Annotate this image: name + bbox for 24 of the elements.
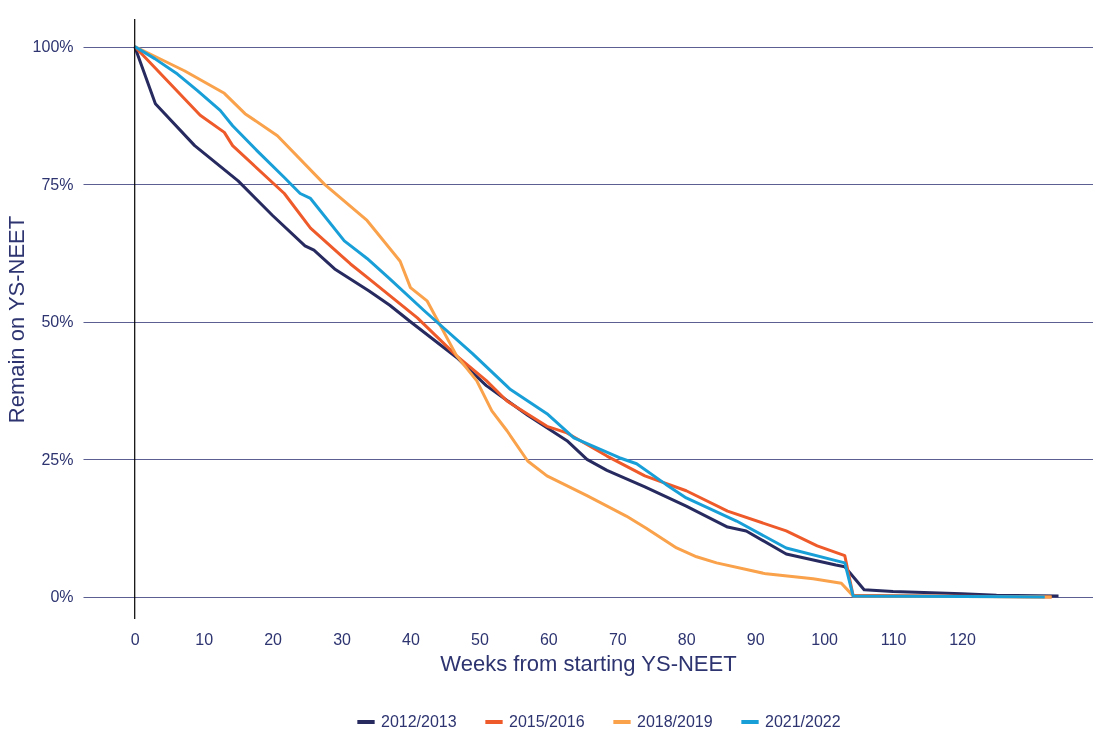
y-tick-label: 75% [41, 175, 74, 193]
x-tick-label: 120 [949, 630, 976, 648]
x-axis-title: Weeks from starting YS-NEET [440, 650, 737, 676]
x-tick-label: 50 [471, 630, 489, 648]
legend-label: 2012/2013 [381, 713, 457, 730]
y-tick-label: 100% [32, 38, 74, 56]
x-tick-label: 110 [880, 630, 907, 648]
y-axis-title: Remain on YS-NEET [3, 215, 29, 424]
y-tick-label: 50% [41, 313, 74, 331]
legend-label: 2018/2019 [637, 713, 713, 730]
y-tick-label: 25% [41, 450, 74, 468]
x-tick-label: 40 [402, 630, 420, 648]
legend-label: 2015/2016 [509, 713, 585, 730]
x-tick-label: 10 [195, 630, 214, 648]
y-tick-label: 0% [50, 588, 74, 606]
x-tick-label: 60 [539, 630, 558, 648]
x-tick-label: 80 [677, 630, 696, 648]
x-tick-label: 90 [746, 630, 765, 648]
x-tick-label: 70 [608, 630, 627, 648]
x-tick-label: 0 [130, 630, 140, 648]
x-tick-label: 100 [811, 630, 839, 648]
x-tick-label: 30 [333, 630, 352, 648]
x-tick-label: 20 [264, 630, 283, 648]
legend-label: 2021/2022 [765, 713, 841, 730]
